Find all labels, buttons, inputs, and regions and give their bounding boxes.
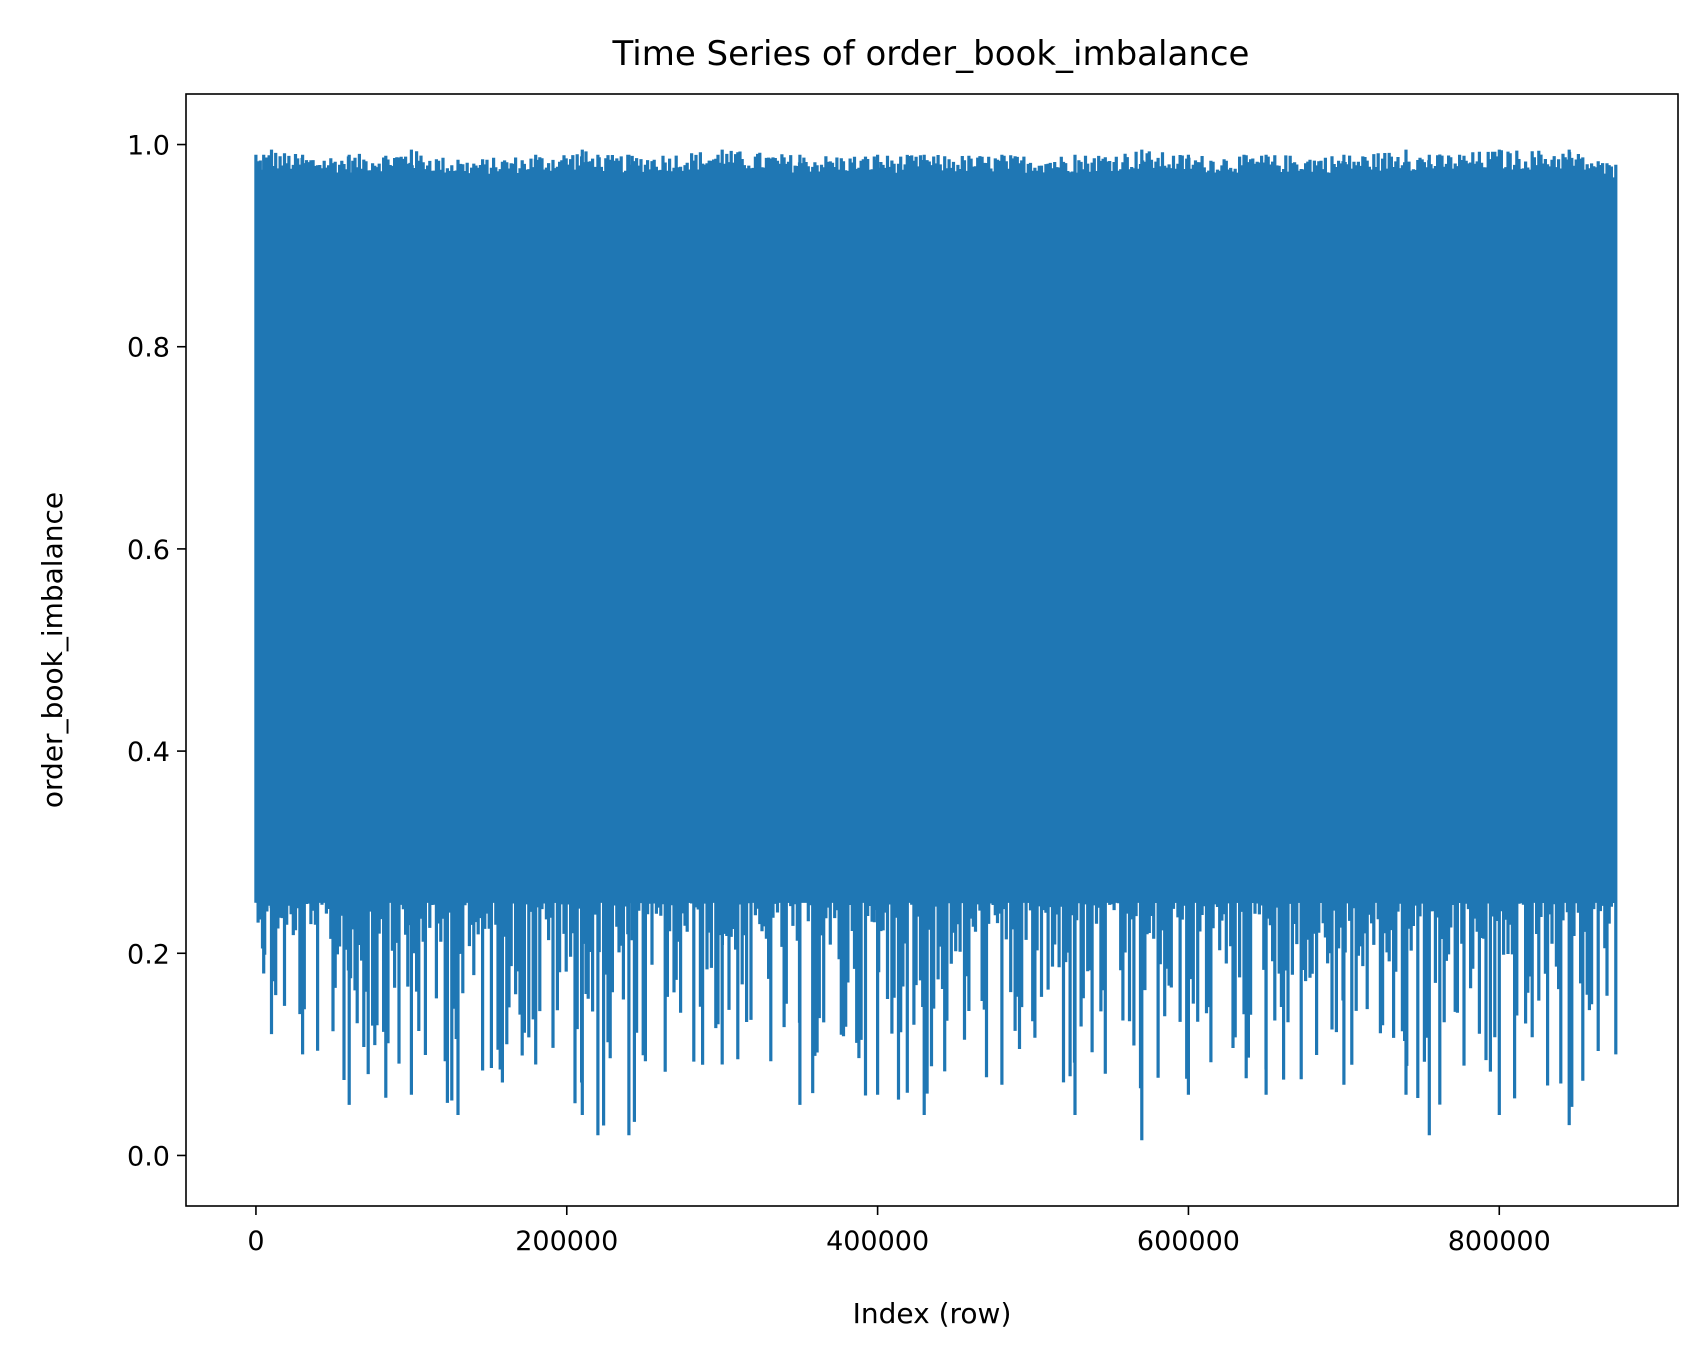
series-line: [254, 149, 1618, 1141]
y-axis: 0.0 0.2 0.4 0.6 0.8 1.0: [127, 131, 186, 1172]
y-axis-label: order_book_imbalance: [36, 492, 69, 808]
chart-title: Time Series of order_book_imbalance: [612, 34, 1250, 74]
x-tick-label: 400000: [826, 1226, 929, 1257]
x-tick-label: 200000: [515, 1226, 618, 1257]
y-tick-label: 0.6: [127, 535, 170, 566]
series-layer: [254, 149, 1618, 1141]
y-tick-label: 0.2: [127, 939, 170, 970]
plot-frame: [185, 93, 1679, 1207]
y-tick-label: 0.8: [127, 333, 170, 364]
x-tick-label: 0: [247, 1226, 264, 1257]
x-axis: 0 200000 400000 600000 800000: [247, 1206, 1551, 1257]
x-tick-label: 600000: [1137, 1226, 1240, 1257]
x-tick-label: 800000: [1448, 1226, 1551, 1257]
y-tick-label: 0.4: [127, 737, 170, 768]
y-tick-label: 0.0: [127, 1141, 170, 1172]
y-tick-label: 1.0: [127, 131, 170, 162]
x-axis-label: Index (row): [853, 1297, 1012, 1330]
